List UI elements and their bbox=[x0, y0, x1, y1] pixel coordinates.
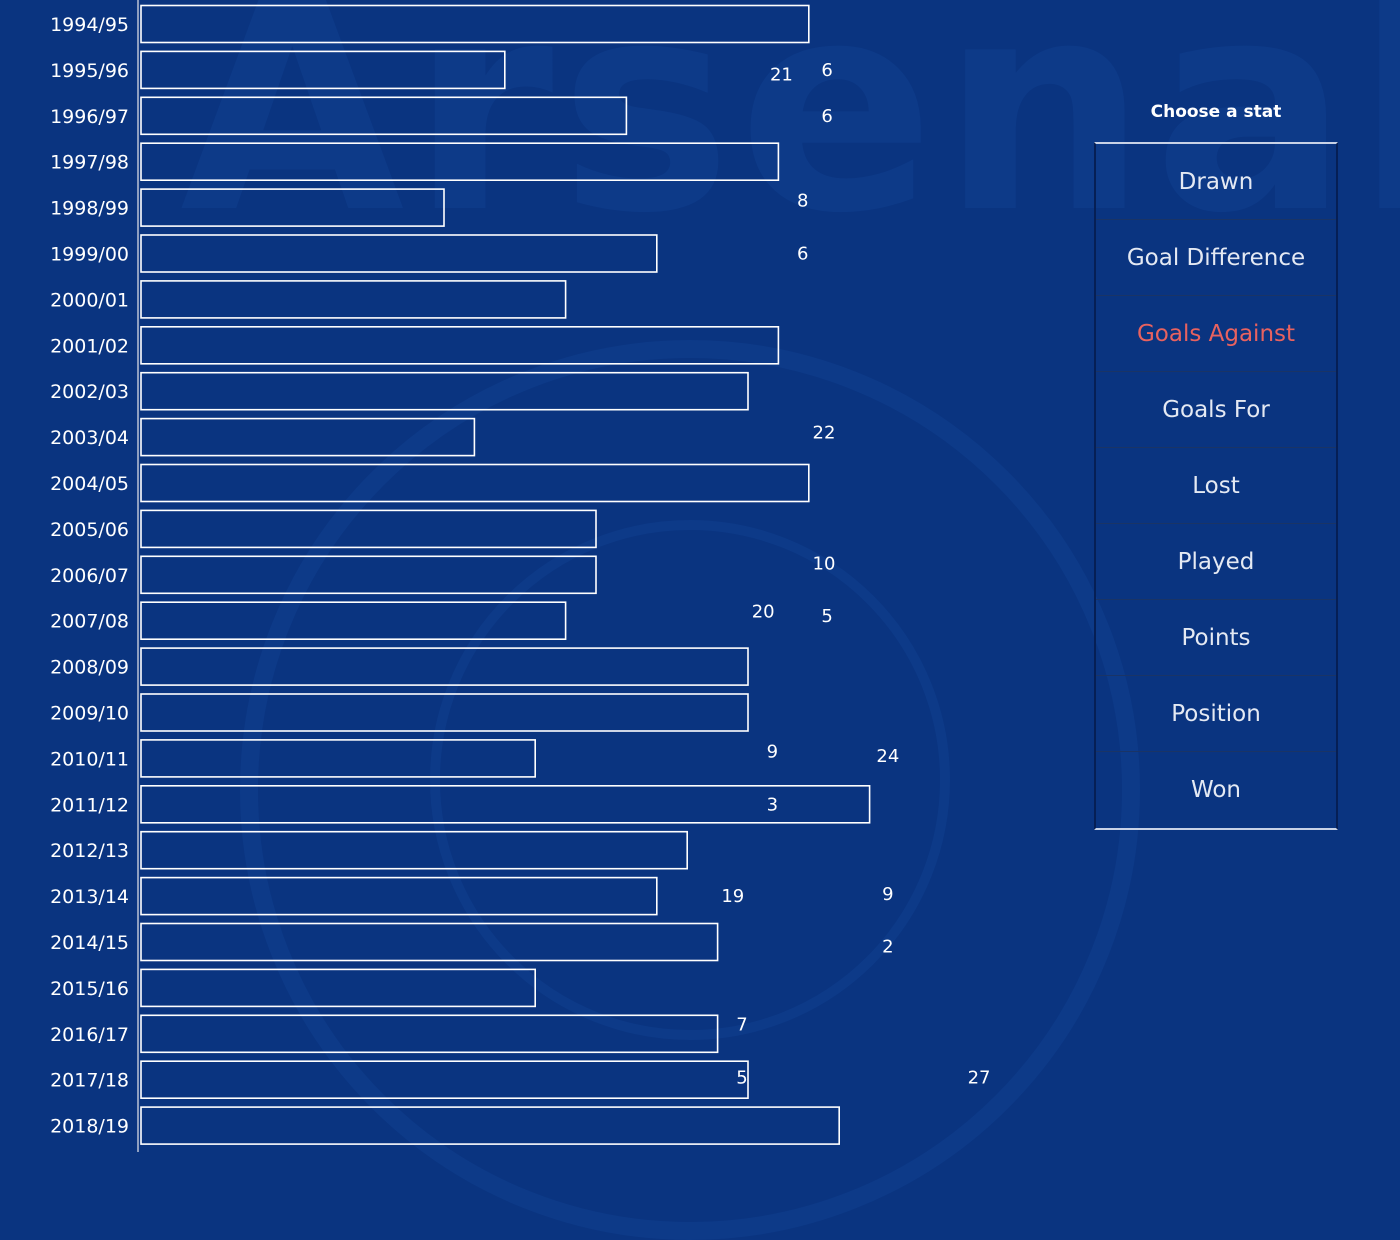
season-label: 2005/06 bbox=[50, 519, 129, 541]
data-label: 7 bbox=[736, 1015, 747, 1036]
data-label: 5 bbox=[736, 1067, 747, 1088]
bar[interactable] bbox=[140, 739, 537, 778]
bar[interactable] bbox=[140, 876, 658, 916]
stat-option-list: Drawn Goal Difference Goals Against Goal… bbox=[1094, 142, 1338, 830]
data-label: 24 bbox=[876, 746, 899, 767]
season-label: 2003/04 bbox=[50, 427, 129, 449]
data-label: 9 bbox=[882, 884, 893, 905]
data-label: 21 bbox=[770, 64, 793, 85]
bar[interactable] bbox=[140, 463, 810, 503]
season-label: 1994/95 bbox=[50, 14, 129, 36]
data-label: 6 bbox=[797, 244, 808, 265]
stat-option-won[interactable]: Won bbox=[1190, 777, 1242, 803]
bar[interactable] bbox=[140, 1014, 719, 1054]
season-label: 2018/19 bbox=[50, 1116, 129, 1138]
season-label: 1995/96 bbox=[50, 60, 129, 82]
data-label: 3 bbox=[767, 794, 778, 815]
season-label: 2001/02 bbox=[50, 335, 129, 357]
stat-option-points[interactable]: Points bbox=[1096, 600, 1336, 676]
data-label: 6 bbox=[821, 106, 832, 127]
stat-option-drawn[interactable]: Drawn bbox=[1096, 144, 1336, 220]
bar[interactable] bbox=[140, 280, 567, 319]
season-label: 2012/13 bbox=[50, 840, 129, 862]
bar[interactable] bbox=[140, 4, 810, 44]
season-label: 1998/99 bbox=[50, 198, 129, 220]
season-label: 2017/18 bbox=[50, 1070, 129, 1092]
bar[interactable] bbox=[140, 968, 537, 1008]
data-label: 22 bbox=[813, 423, 836, 444]
y-axis-line bbox=[137, 0, 139, 1152]
season-label: 2014/15 bbox=[50, 932, 129, 954]
bar[interactable] bbox=[140, 1060, 749, 1099]
season-label: 1997/98 bbox=[50, 152, 129, 174]
stat-selector-title: Choose a stat bbox=[1150, 102, 1282, 122]
season-label: 2006/07 bbox=[50, 565, 129, 587]
stat-option-goal-difference[interactable]: Goal Difference bbox=[1096, 220, 1336, 296]
bar-chart: 1994/95 1995/96 1996/97 1997/98 1998/99 1999/… bbox=[50, 4, 991, 1145]
data-label: 5 bbox=[821, 606, 832, 627]
bar[interactable] bbox=[140, 784, 871, 824]
season-label: 2015/16 bbox=[50, 978, 129, 1000]
bar[interactable] bbox=[140, 922, 719, 962]
bar[interactable] bbox=[140, 142, 780, 181]
season-label: 2002/03 bbox=[50, 381, 129, 403]
data-label: 6 bbox=[821, 60, 832, 81]
data-label: 20 bbox=[752, 602, 775, 623]
data-label: 10 bbox=[813, 553, 836, 574]
stat-option-position[interactable]: Position bbox=[1096, 676, 1336, 752]
season-label: 2009/10 bbox=[50, 703, 129, 725]
bar[interactable] bbox=[140, 1106, 841, 1145]
season-label: 2013/14 bbox=[50, 886, 129, 908]
bar[interactable] bbox=[140, 96, 628, 136]
season-label: 2000/01 bbox=[50, 289, 129, 311]
data-label: 19 bbox=[721, 886, 744, 907]
season-label: 2010/11 bbox=[50, 748, 129, 770]
data-label: 27 bbox=[968, 1067, 991, 1088]
bar[interactable] bbox=[140, 693, 749, 732]
season-label: 2007/08 bbox=[50, 611, 129, 633]
bar[interactable] bbox=[140, 417, 476, 457]
data-label: 8 bbox=[797, 191, 808, 212]
season-label: 2008/09 bbox=[50, 657, 129, 679]
bar[interactable] bbox=[140, 509, 597, 549]
bar[interactable] bbox=[140, 555, 597, 595]
data-label: 9 bbox=[767, 742, 778, 763]
bar[interactable] bbox=[140, 601, 567, 641]
stat-option-lost[interactable]: Lost bbox=[1096, 448, 1336, 524]
bar[interactable] bbox=[140, 234, 658, 273]
season-label: 1999/00 bbox=[50, 244, 129, 266]
season-label: 2011/12 bbox=[50, 794, 129, 816]
stat-selector: Choose a stat Drawn Goal Difference Goal… bbox=[1094, 96, 1338, 830]
season-label: 2004/05 bbox=[50, 473, 129, 495]
bar[interactable] bbox=[140, 325, 780, 365]
bar[interactable] bbox=[140, 188, 445, 227]
stat-option-goals-against[interactable]: Goals Against bbox=[1096, 296, 1336, 372]
season-label: 2016/17 bbox=[50, 1024, 129, 1046]
stat-option-goals-for[interactable]: Goals For bbox=[1096, 372, 1336, 448]
bar[interactable] bbox=[140, 50, 506, 90]
data-label: 2 bbox=[882, 937, 893, 958]
bar[interactable] bbox=[140, 371, 749, 411]
bar[interactable] bbox=[140, 830, 689, 870]
bar[interactable] bbox=[140, 647, 749, 686]
stat-option-played[interactable]: Played bbox=[1096, 524, 1336, 600]
season-label: 1996/97 bbox=[50, 106, 129, 128]
